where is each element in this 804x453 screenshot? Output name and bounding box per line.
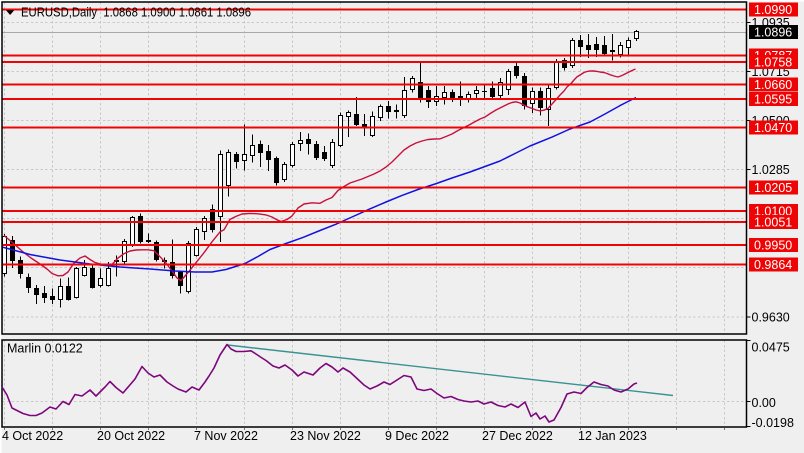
- svg-text:0.9950: 0.9950: [754, 239, 792, 253]
- svg-text:12 Jan 2023: 12 Jan 2023: [578, 429, 647, 443]
- svg-text:1.0051: 1.0051: [754, 216, 792, 230]
- svg-text:1.0896: 1.0896: [754, 26, 792, 40]
- svg-text:1.0660: 1.0660: [754, 78, 792, 92]
- svg-text:27 Dec 2022: 27 Dec 2022: [482, 429, 553, 443]
- svg-text:1.0595: 1.0595: [754, 93, 792, 107]
- svg-text:-0.0198: -0.0198: [752, 416, 794, 430]
- svg-text:7 Nov 2022: 7 Nov 2022: [194, 429, 258, 443]
- svg-text:9 Dec 2022: 9 Dec 2022: [385, 429, 449, 443]
- svg-text:20 Oct 2022: 20 Oct 2022: [97, 429, 165, 443]
- svg-text:1.0758: 1.0758: [754, 56, 792, 70]
- svg-text:1.0285: 1.0285: [752, 163, 790, 177]
- svg-text:Marlin 0.0122: Marlin 0.0122: [7, 342, 83, 356]
- svg-text:0.9864: 0.9864: [754, 258, 792, 272]
- svg-text:0.9630: 0.9630: [752, 311, 790, 325]
- svg-text:1.0470: 1.0470: [754, 121, 792, 135]
- svg-text:4 Oct 2022: 4 Oct 2022: [2, 429, 63, 443]
- svg-text:1.0205: 1.0205: [754, 181, 792, 195]
- svg-text:0.00: 0.00: [752, 396, 776, 410]
- svg-text:23 Nov 2022: 23 Nov 2022: [290, 429, 361, 443]
- svg-text:1.0990: 1.0990: [754, 3, 792, 17]
- svg-text:EURUSD,Daily 1.0868 1.0900 1.: EURUSD,Daily 1.0868 1.0900 1.0861 1.0896: [21, 6, 251, 20]
- svg-text:0.0475: 0.0475: [752, 341, 790, 355]
